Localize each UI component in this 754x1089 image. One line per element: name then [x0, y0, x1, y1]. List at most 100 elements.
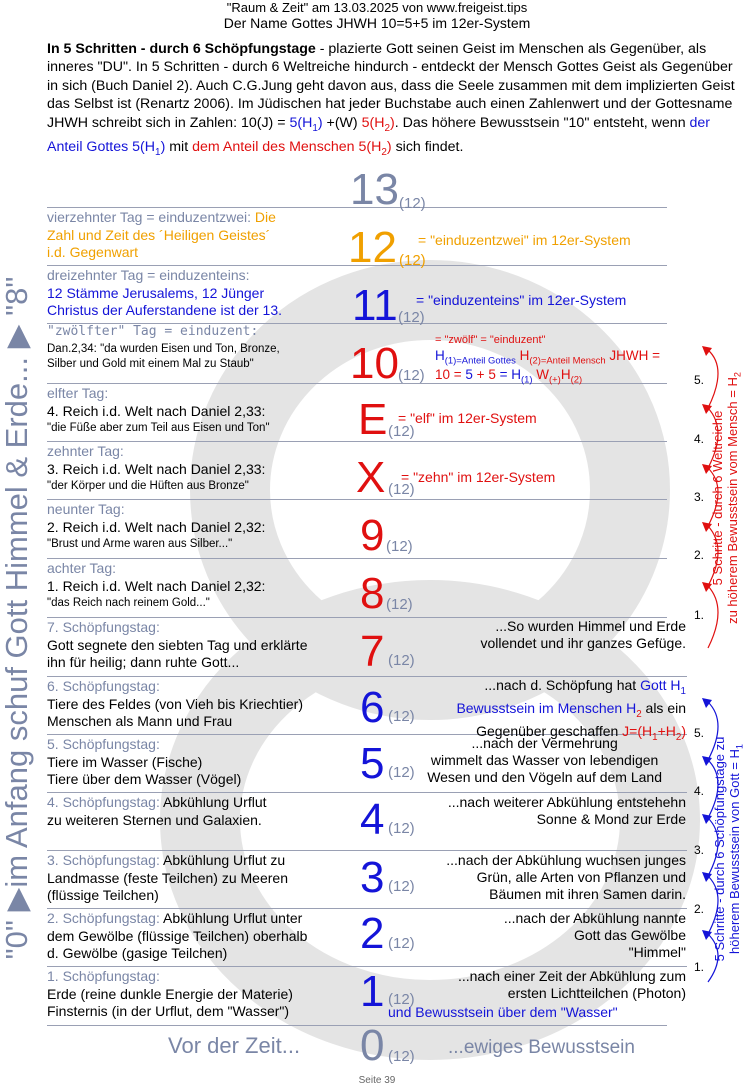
row-3-text: Landmasse (feste Teilchen) zu Meeren (fl… — [47, 870, 288, 903]
row-8-text-1: 1. Reich i.d. Welt nach Daniel 2,32: — [47, 578, 266, 594]
divider — [47, 441, 667, 442]
row-0-right: ...ewiges Bewusstsein — [448, 1037, 635, 1058]
intro-paragraph: In 5 Schritten - durch 6 Schöpfungstage … — [47, 41, 735, 158]
number-11: 11 — [352, 281, 398, 330]
row-12-note: = "einduzentzwei" im 12er-System — [418, 232, 631, 248]
number-0: 0 — [360, 1021, 385, 1070]
divider — [47, 850, 687, 851]
number-1: 1 — [360, 967, 385, 1016]
row-7-title: 7. Schöpfungstag: — [47, 619, 160, 635]
row-8-title: achter Tag: — [47, 560, 117, 576]
base-label: (12) — [388, 991, 415, 1008]
step-label: 4. — [694, 784, 705, 798]
number-13: 13 — [350, 165, 399, 214]
step-label: 4. — [694, 432, 705, 446]
row-e-text-2: "die Füße aber zum Teil aus Eisen und To… — [47, 422, 270, 434]
row-10-note-3: 10 = 5 + 5 = H(1) W(+)H(2) — [435, 367, 583, 386]
base-label: (12) — [388, 652, 415, 669]
number-2: 2 — [360, 909, 385, 958]
base-label: (12) — [399, 195, 426, 212]
side-caption-schoepfungstage: 5 Schritte - durch 6 Schöpfungstage zu h… — [712, 736, 745, 962]
row-6-right: ...nach d. Schöpfung hat Gott H1 Bewusst… — [456, 677, 686, 743]
base-label: (12) — [388, 481, 415, 498]
base-label: (12) — [388, 708, 415, 725]
divider — [47, 323, 667, 324]
base-label: (12) — [398, 367, 425, 384]
number-7: 7 — [360, 627, 385, 676]
row-10-note-2: H(1)=Anteil Gottes H(2)=Anteil Mensch JH… — [435, 348, 661, 367]
base-label: (12) — [386, 596, 413, 613]
row-9-text-1: 2. Reich i.d. Welt nach Daniel 2,32: — [47, 519, 266, 535]
row-10-title: "zwölfter" Tag = einduzent: — [47, 324, 259, 339]
row-5-title: 5. Schöpfungstag: — [47, 736, 160, 752]
row-5-text: Tiere im Wasser (Fische) Tiere über dem … — [47, 754, 242, 787]
base-label: (12) — [388, 764, 415, 781]
row-e-text-1: 4. Reich i.d. Welt nach Daniel 2,33: — [47, 403, 266, 419]
row-1-right-2: und Bewusstsein über dem "Wasser" — [388, 1004, 618, 1020]
row-x-text-1: 3. Reich i.d. Welt nach Daniel 2,33: — [47, 461, 266, 477]
row-11-title: dreizehnter Tag = einduzenteins: — [47, 267, 250, 283]
row-12-text: Zahl und Zeit des ´Heiligen Geistes´ i.d… — [47, 227, 271, 260]
divider — [47, 792, 687, 793]
row-3-title: 3. Schöpfungstag: Abkühlung Urflut zu — [47, 852, 286, 868]
row-1-title: 1. Schöpfungstag: — [47, 968, 160, 984]
row-9-title: neunter Tag: — [47, 501, 125, 517]
row-x-note: = "zehn" im 12er-System — [401, 469, 556, 485]
number-e: E — [358, 395, 388, 444]
number-10: 10 — [350, 339, 399, 388]
step-label: 3. — [694, 843, 705, 857]
step-label: 2. — [694, 902, 705, 916]
step-label: 5. — [694, 373, 705, 387]
divider — [47, 617, 667, 618]
step-label: 1. — [694, 960, 705, 974]
divider — [47, 558, 667, 559]
row-4-right: ...nach weiterer Abkühlung entstehehn So… — [447, 794, 686, 827]
row-x-title: zehnter Tag: — [47, 443, 124, 459]
base-label: (12) — [399, 252, 426, 269]
number-4: 4 — [360, 795, 385, 844]
row-6-text: Tiere des Feldes (von Vieh bis Kriechtie… — [47, 696, 303, 729]
row-12-title: vierzehnter Tag = einduzentzwei: Die — [47, 209, 276, 225]
row-6-title: 6. Schöpfungstag: — [47, 678, 160, 694]
row-4-text: zu weiteren Sternen und Galaxien. — [47, 812, 262, 828]
divider — [47, 908, 687, 909]
number-5: 5 — [360, 739, 385, 788]
row-1-right: ...nach einer Zeit der Abkühlung zum ers… — [457, 968, 686, 1001]
base-label: (12) — [386, 538, 413, 555]
step-label: 2. — [694, 548, 705, 562]
divider — [47, 383, 667, 384]
row-3-right: ...nach der Abkühlung wuchsen junges Grü… — [446, 852, 686, 902]
base-label: (12) — [388, 820, 415, 837]
row-1-text: Erde (reine dunkle Energie der Materie) … — [47, 986, 293, 1019]
row-x-text-2: "der Körper und die Hüften aus Bronze" — [47, 480, 249, 492]
base-label: (12) — [388, 878, 415, 895]
number-8: 8 — [360, 569, 385, 618]
header-line-1: "Raum & Zeit" am 13.03.2025 von www.frei… — [226, 0, 528, 15]
divider — [47, 676, 687, 677]
row-e-note: = "elf" im 12er-System — [398, 410, 537, 426]
row-7-right: ...So wurden Himmel und Erde vollendet u… — [480, 618, 686, 651]
row-10-note-1: = "zwölf" = "einduzent" — [435, 334, 546, 346]
base-label: (12) — [388, 423, 415, 440]
divider — [47, 207, 667, 208]
row-7-text: Gott segnete den siebten Tag und erklärt… — [47, 637, 308, 670]
number-9: 9 — [360, 511, 385, 560]
number-12: 12 — [348, 223, 397, 272]
divider — [47, 499, 667, 500]
number-3: 3 — [360, 853, 385, 902]
row-9-text-2: "Brust und Arme waren aus Silber..." — [47, 538, 233, 550]
row-2-title: 2. Schöpfungstag: Abkühlung Urflut unter — [47, 910, 303, 926]
row-5-right: ...nach der Vermehrung wimmelt das Wasse… — [427, 735, 662, 785]
side-caption-weltreiche: 5 Schritte - durch 6 Weltreiche zu höher… — [710, 372, 743, 624]
side-title-left: "0" ▶im Anfang schuf Gott Himmel & Erde.… — [0, 276, 34, 960]
divider — [47, 734, 687, 735]
row-0-left: Vor der Zeit... — [168, 1033, 301, 1058]
base-label: (12) — [388, 1048, 415, 1065]
row-11-note: = "einduzenteins" im 12er-System — [416, 292, 627, 308]
number-6: 6 — [360, 683, 385, 732]
row-10-text: Dan.2,34: "da wurden Eisen und Ton, Bron… — [47, 343, 280, 370]
step-label: 1. — [694, 608, 705, 622]
divider — [47, 966, 687, 967]
base-label: (12) — [388, 935, 415, 952]
